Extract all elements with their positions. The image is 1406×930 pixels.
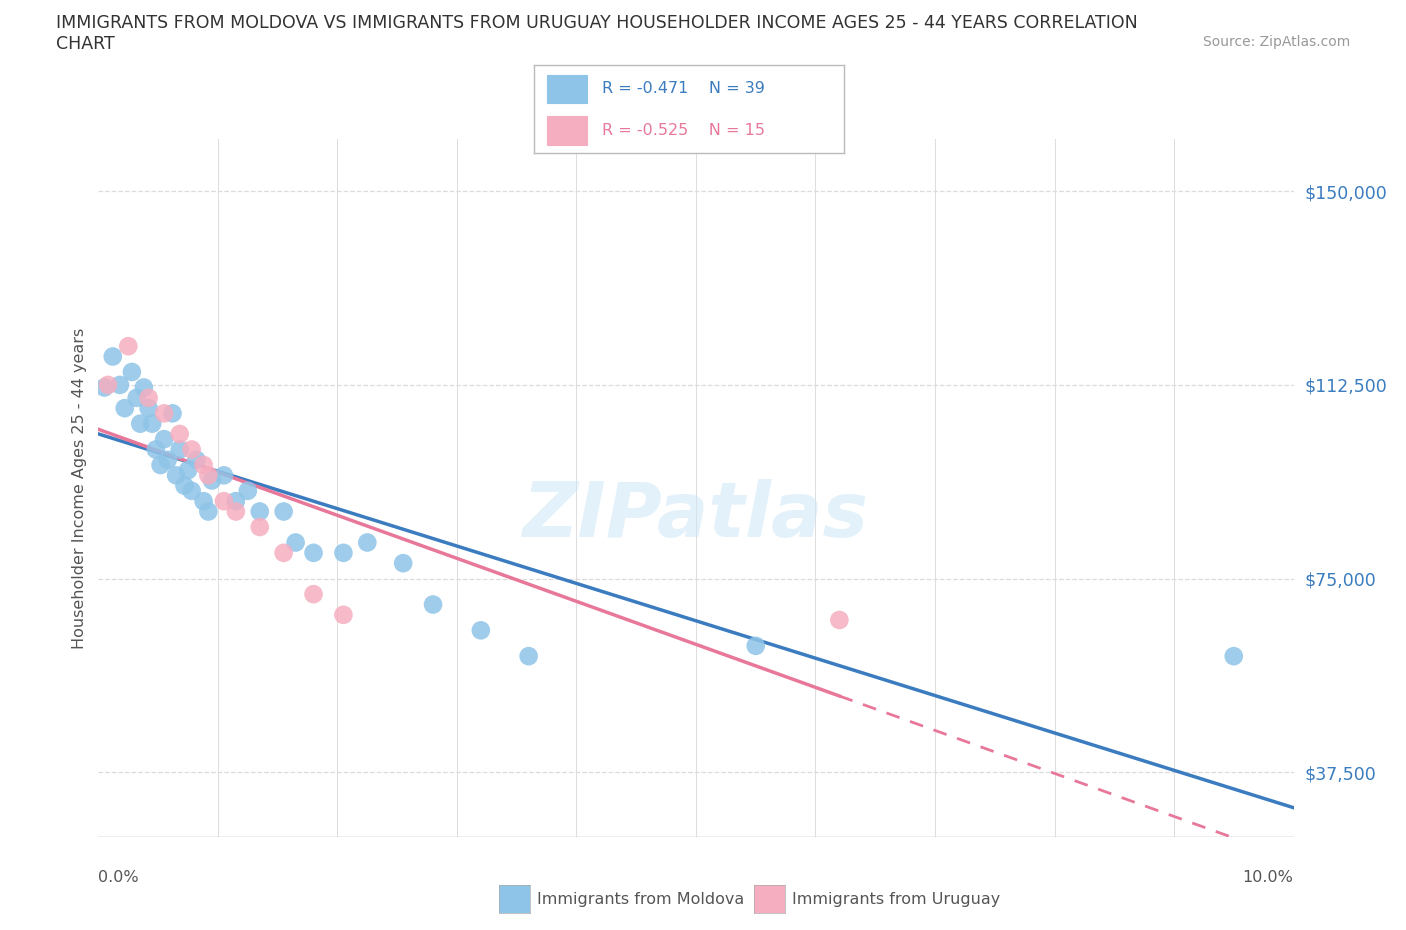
Point bbox=[169, 427, 191, 442]
Text: 10.0%: 10.0% bbox=[1243, 870, 1294, 884]
Point bbox=[193, 494, 215, 509]
Point bbox=[93, 380, 115, 395]
Point bbox=[302, 545, 325, 560]
Point bbox=[470, 623, 492, 638]
Point bbox=[422, 597, 444, 612]
Point bbox=[121, 365, 143, 379]
Point bbox=[138, 401, 160, 416]
Text: R = -0.525    N = 15: R = -0.525 N = 15 bbox=[602, 123, 765, 138]
Point bbox=[145, 442, 167, 457]
Point bbox=[141, 417, 163, 432]
Point bbox=[236, 484, 259, 498]
Text: Source: ZipAtlas.com: Source: ZipAtlas.com bbox=[1202, 35, 1350, 49]
Point bbox=[273, 545, 295, 560]
Point bbox=[117, 339, 139, 353]
Text: Immigrants from Uruguay: Immigrants from Uruguay bbox=[792, 892, 1000, 907]
Point bbox=[138, 391, 160, 405]
Point bbox=[1222, 649, 1246, 664]
Point bbox=[165, 468, 187, 483]
FancyBboxPatch shape bbox=[547, 116, 586, 145]
Point bbox=[180, 442, 202, 457]
Point bbox=[212, 494, 235, 509]
Point bbox=[101, 349, 124, 364]
FancyBboxPatch shape bbox=[547, 74, 586, 103]
Point bbox=[153, 405, 176, 420]
Point bbox=[132, 380, 155, 395]
Point bbox=[332, 545, 354, 560]
Point bbox=[225, 504, 247, 519]
Point bbox=[97, 378, 120, 392]
Y-axis label: Householder Income Ages 25 - 44 years: Householder Income Ages 25 - 44 years bbox=[72, 327, 87, 649]
Text: CHART: CHART bbox=[56, 35, 115, 53]
Point bbox=[212, 468, 235, 483]
Point bbox=[129, 417, 152, 432]
Point bbox=[273, 504, 295, 519]
Text: R = -0.471    N = 39: R = -0.471 N = 39 bbox=[602, 82, 765, 97]
Text: Immigrants from Moldova: Immigrants from Moldova bbox=[537, 892, 744, 907]
Point bbox=[180, 484, 202, 498]
Point bbox=[828, 613, 851, 628]
Point bbox=[225, 494, 247, 509]
Text: 0.0%: 0.0% bbox=[98, 870, 139, 884]
Point bbox=[356, 535, 378, 550]
Point bbox=[201, 473, 224, 488]
Point bbox=[149, 458, 172, 472]
Point bbox=[169, 442, 191, 457]
Point bbox=[332, 607, 354, 622]
Point bbox=[197, 504, 219, 519]
Text: IMMIGRANTS FROM MOLDOVA VS IMMIGRANTS FROM URUGUAY HOUSEHOLDER INCOME AGES 25 - : IMMIGRANTS FROM MOLDOVA VS IMMIGRANTS FR… bbox=[56, 14, 1137, 32]
Text: ZIPatlas: ZIPatlas bbox=[523, 479, 869, 553]
Point bbox=[125, 391, 148, 405]
Point bbox=[193, 458, 215, 472]
Point bbox=[153, 432, 176, 446]
Point bbox=[392, 556, 415, 571]
Point bbox=[186, 452, 208, 467]
Point bbox=[156, 452, 179, 467]
Point bbox=[249, 520, 271, 535]
Point bbox=[517, 649, 540, 664]
Point bbox=[177, 463, 200, 478]
Point bbox=[108, 378, 131, 392]
Point bbox=[249, 504, 271, 519]
Point bbox=[162, 405, 184, 420]
Point bbox=[284, 535, 307, 550]
Point bbox=[114, 401, 136, 416]
Point bbox=[173, 478, 195, 493]
Point bbox=[197, 468, 219, 483]
Point bbox=[745, 638, 768, 653]
Point bbox=[302, 587, 325, 602]
